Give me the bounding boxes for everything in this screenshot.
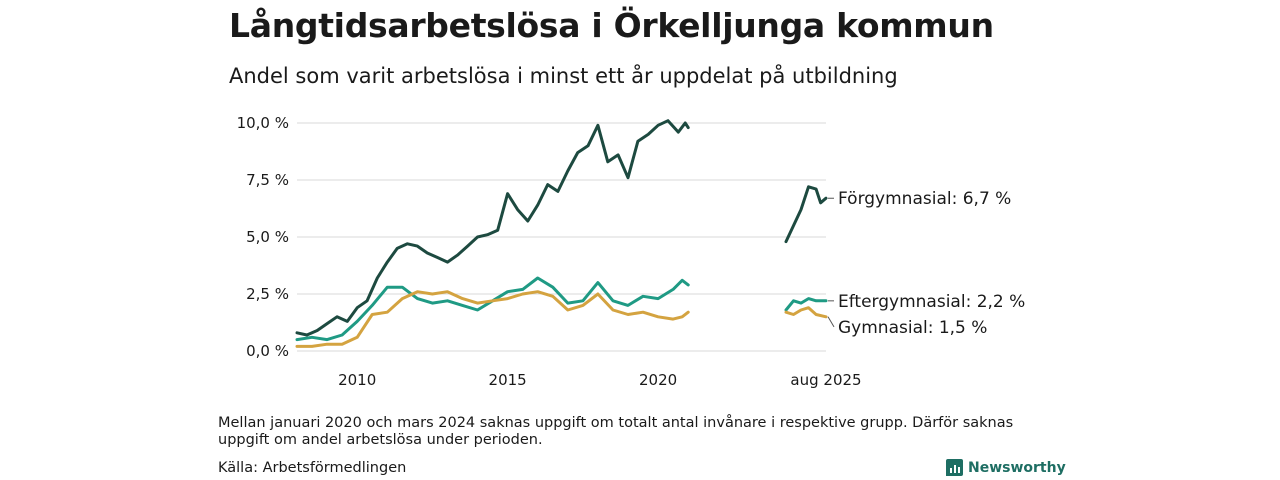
x-tick-label: 2020	[639, 371, 677, 389]
x-tick-label: aug 2025	[790, 371, 861, 389]
series-line-eftergymnasial	[295, 276, 690, 342]
brand-name: Newsworthy	[968, 459, 1066, 476]
series-line-gymnasial	[784, 306, 828, 319]
series-lines	[295, 119, 828, 348]
source-note: Källa: Arbetsförmedlingen	[218, 460, 407, 476]
series-end-label: Förgymnasial: 6,7 %	[838, 189, 1011, 209]
series-line-eftergymnasial	[784, 297, 828, 312]
line-chart: 0,0 % 2,5 % 5,0 % 7,5 % 10,0 % 2010 2015 2020 au…	[237, 114, 1026, 389]
x-tick-label: 2015	[489, 371, 527, 389]
footnote: Mellan januari 2020 och mars 2024 saknas…	[218, 415, 1014, 448]
series-line-gymnasial	[295, 290, 690, 348]
y-tick-label: 7,5 %	[246, 171, 289, 189]
tick-labels: 0,0 % 2,5 % 5,0 % 7,5 % 10,0 % 2010 2015 2020 au…	[237, 114, 1026, 389]
chart-subtitle: Andel som varit arbetslösa i minst ett å…	[229, 64, 898, 88]
newsworthy-icon	[946, 459, 963, 476]
brand-logo: Newsworthy	[946, 459, 1066, 476]
end-label-connector	[827, 316, 835, 328]
series-line-förgymnasial	[295, 119, 690, 337]
chart-title: Långtidsarbetslösa i Örkelljunga kommun	[229, 6, 994, 45]
series-end-label: Gymnasial: 1,5 %	[838, 318, 987, 338]
series-end-label: Eftergymnasial: 2,2 %	[838, 292, 1025, 312]
y-tick-label: 5,0 %	[246, 228, 289, 246]
series-line-förgymnasial	[784, 185, 828, 244]
x-tick-label: 2010	[338, 371, 376, 389]
y-tick-label: 0,0 %	[246, 342, 289, 360]
y-tick-label: 10,0 %	[237, 114, 289, 132]
y-tick-label: 2,5 %	[246, 285, 289, 303]
grid-lines	[297, 122, 826, 352]
